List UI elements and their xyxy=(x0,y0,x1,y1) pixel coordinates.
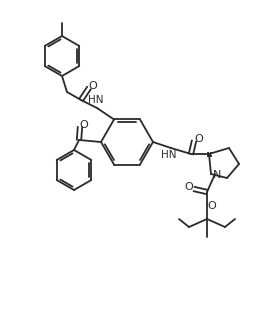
Text: O: O xyxy=(208,201,216,211)
Text: HN: HN xyxy=(88,95,104,105)
Text: N: N xyxy=(213,170,221,180)
Text: O: O xyxy=(195,134,203,144)
Text: O: O xyxy=(89,81,97,91)
Text: O: O xyxy=(80,120,88,130)
Text: O: O xyxy=(185,182,193,192)
Text: HN: HN xyxy=(161,150,177,160)
